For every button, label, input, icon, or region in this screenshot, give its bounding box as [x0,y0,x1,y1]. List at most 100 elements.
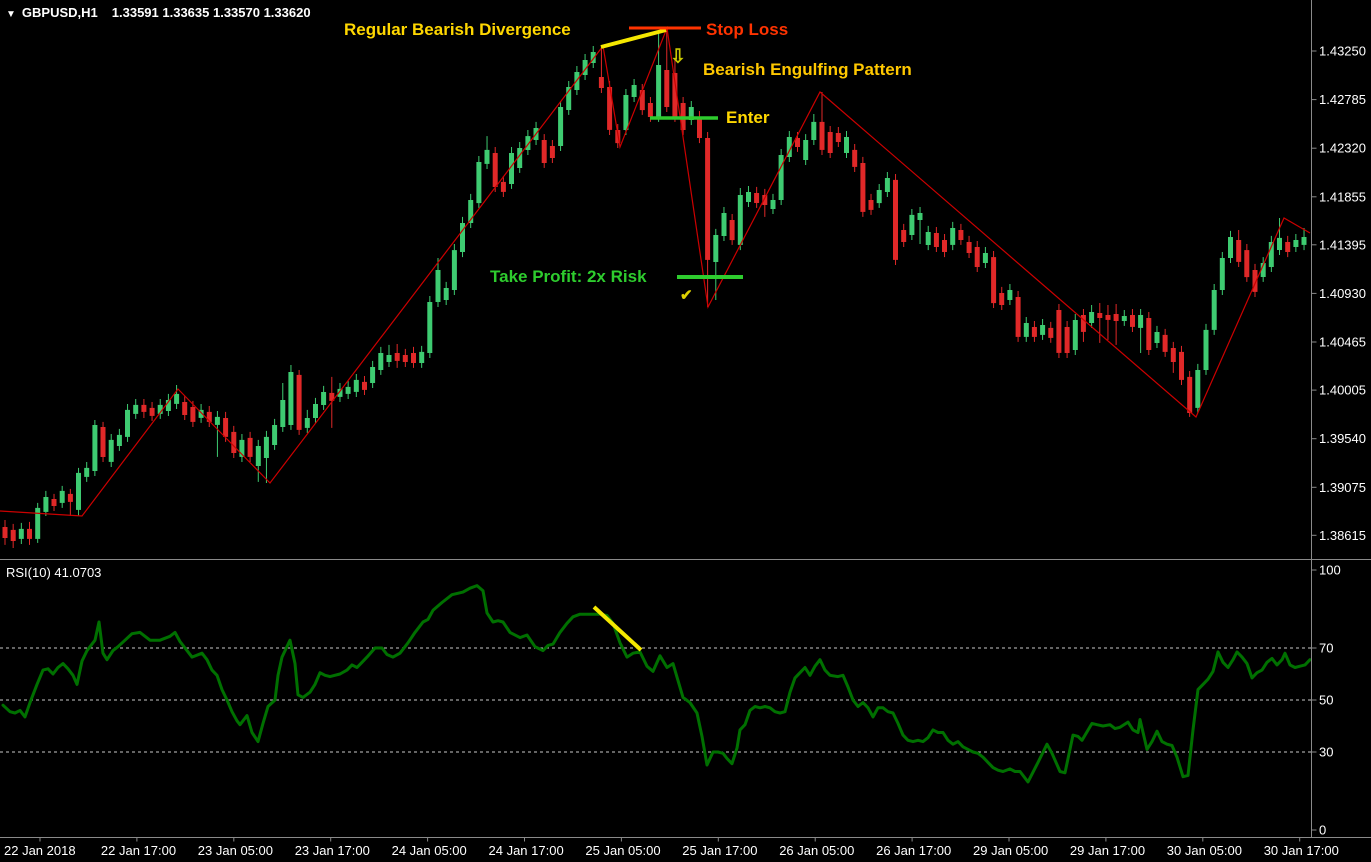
time-axis-label: 25 Jan 17:00 [682,843,758,858]
candle-body [549,146,555,158]
candle-body [1048,327,1054,338]
candle-body [443,288,449,300]
candle-body [1097,313,1103,318]
candle-body [811,121,817,140]
candle-body [337,388,343,397]
candle-body [1121,316,1127,321]
time-axis-label: 26 Jan 17:00 [876,843,952,858]
candle-body [1211,290,1217,330]
candle-body [157,404,163,414]
candle-body [1007,290,1013,300]
candle-body [239,439,245,457]
enter-annotation[interactable]: Enter [726,108,770,127]
candle-body [43,497,49,512]
candle-body [468,200,474,223]
ohlc-quotes: 1.33591 1.33635 1.33570 1.33620 [111,5,311,20]
candle-body [1130,315,1135,327]
candle-body [288,372,294,425]
candle-body [933,233,939,247]
candle-body [247,437,253,457]
candle-body [803,140,809,160]
rsi-axis-label: 50 [1319,693,1333,708]
candle-body [1080,315,1086,332]
candle-body [1244,250,1250,278]
candle-body [509,153,514,184]
rsi-axis-label: 100 [1319,563,1341,578]
take-profit-annotation[interactable]: Take Profit: 2x Risk [490,267,647,286]
candle-body [59,490,65,503]
rsi-chart-panel[interactable] [0,560,1311,837]
candle-body [165,400,171,411]
symbol-dropdown-icon[interactable]: ▼ [6,9,16,20]
candle-body [917,213,923,220]
candle-body [860,163,866,212]
time-axis[interactable]: 22 Jan 2018 22 Jan 17:00 23 Jan 05:00 23 Ja… [0,840,1371,862]
candle-body [1203,329,1209,370]
candle-body [1170,348,1176,362]
stop-loss-annotation[interactable]: Stop Loss [706,20,789,39]
candle-body [713,235,719,262]
candle-body [321,392,327,405]
candle-body [884,178,890,192]
candle-body [1260,263,1266,277]
candle-body [754,193,760,203]
candle-body [672,73,678,117]
candle-body [223,418,229,437]
candle-body [1064,327,1070,353]
candle-body [345,386,351,394]
candle-body [174,393,180,404]
candle-body [1138,315,1144,328]
candle-body [598,77,604,88]
candle-body [893,179,898,260]
price-axis[interactable] [1312,0,1371,837]
candle-body [1301,237,1307,245]
candle-body [27,528,32,539]
price-chart-panel[interactable] [0,0,1311,551]
rsi-axis-label: 30 [1319,745,1333,760]
rsi-divergence-line[interactable] [592,605,643,652]
candle-body [1219,258,1225,290]
candle-body [386,355,392,362]
candle-body [876,190,882,204]
candle-body [411,353,416,363]
candle-body [656,65,662,117]
rsi-axis-label: 70 [1319,641,1333,656]
engulfing-annotation[interactable]: Bearish Engulfing Pattern [703,60,912,79]
candle-body [1228,237,1233,258]
candle-body [1268,242,1274,267]
candle-body [1113,314,1119,321]
divergence-annotation[interactable]: Regular Bearish Divergence [344,20,571,39]
candle-body [182,402,188,415]
candle-body [901,230,907,242]
candle-body [541,140,547,163]
candle-body [795,138,800,147]
candle-body [108,439,114,462]
rsi-axis-label: 0 [1319,823,1326,838]
candle-body [492,153,498,187]
candle-body [974,247,980,267]
price-axis-label: 1.41395 [1319,237,1366,252]
candle-body [566,87,572,110]
candle-body [280,400,286,427]
price-axis-label: 1.40005 [1319,383,1366,398]
candle-body [296,374,302,430]
price-axis-label: 1.39540 [1319,431,1366,446]
candle-body [729,220,735,241]
candle-body [255,446,261,466]
candle-body [1236,240,1242,262]
candle-body [484,149,490,164]
candle-body [664,70,670,107]
price-axis-label: 1.38615 [1319,528,1366,543]
rsi-name: RSI(10) [6,565,51,580]
panel-splitter[interactable] [0,552,1311,560]
candle-body [500,181,506,192]
time-axis-label: 26 Jan 05:00 [779,843,855,858]
price-divergence-line[interactable] [600,28,667,49]
time-axis-label: 23 Jan 05:00 [197,843,273,858]
down-arrow-icon: ⇩ [670,46,686,68]
candle-body [35,507,41,539]
candle-body [607,87,613,130]
rsi-value: 41.0703 [54,565,102,580]
candle-body [1195,370,1201,408]
